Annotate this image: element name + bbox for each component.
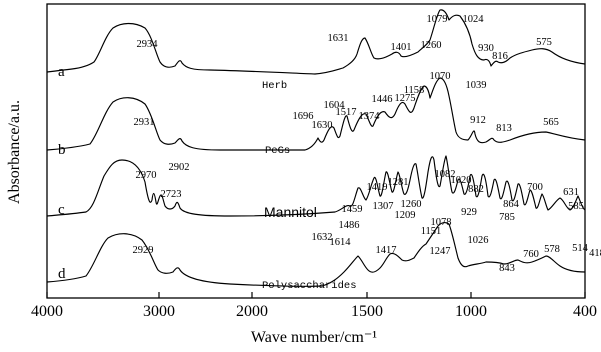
peak-label-d: 843 [499, 263, 515, 274]
peak-label-c: 1459 [342, 204, 363, 215]
peak-label-b: 912 [470, 115, 486, 126]
peak-label-c: 2970 [136, 170, 157, 181]
peak-label-b: 1604 [324, 100, 346, 111]
x-tick-label: 1500 [351, 303, 383, 320]
spectrum-line-a [46, 9, 586, 75]
peak-label-b: 1374 [359, 111, 381, 122]
peak-label-c: 785 [499, 212, 515, 223]
peak-label-c: 1281 [388, 177, 409, 188]
peak-label-c: 1632 [312, 232, 333, 243]
x-axis-title: Wave number/cm⁻¹ [251, 329, 377, 346]
peak-label-b: 1070 [430, 71, 451, 82]
trace-name-c: Mannitol [264, 204, 317, 220]
peak-label-a: 816 [492, 51, 508, 62]
trace-name-b: PeGs [265, 145, 290, 157]
peak-label-c: 514 [572, 243, 589, 254]
peak-label-a: 930 [478, 43, 494, 54]
y-axis-title: Absorbance/a.u. [6, 100, 23, 204]
peak-label-a: 1401 [391, 42, 412, 53]
peak-label-a: 1024 [463, 14, 485, 25]
peak-label-c: 1307 [373, 201, 394, 212]
peak-label-d: 760 [523, 249, 539, 260]
peak-label-a: 575 [536, 37, 552, 48]
peak-label-c: 2723 [161, 189, 182, 200]
trace-letter-b: b [58, 142, 66, 158]
peak-label-c: 700 [527, 182, 543, 193]
x-axis: 4000 3000 2000 1500 1000 400 [31, 292, 597, 320]
peak-label-d: 2929 [133, 245, 154, 256]
plot-frame [46, 3, 586, 299]
peak-label-d: 1078 [431, 217, 452, 228]
peak-label-c: 1082 [435, 169, 456, 180]
peak-label-b: 1630 [312, 120, 333, 131]
peak-label-d: 1151 [421, 226, 442, 237]
peak-label-b: 1039 [466, 80, 487, 91]
peak-label-b: 1517 [336, 107, 357, 118]
peak-label-a: 2934 [137, 39, 159, 50]
peak-label-c: 1209 [395, 210, 416, 221]
x-tick-label: 3000 [143, 303, 175, 320]
peak-label-c: 864 [503, 199, 520, 210]
peak-label-b: 1696 [293, 111, 314, 122]
peak-label-d: 578 [544, 244, 560, 255]
trace-letter-d: d [58, 266, 66, 282]
spectrum-line-b [46, 77, 586, 151]
trace-labels: a Herb b PeGs c Mannitol d Polysaccharides [58, 64, 357, 292]
x-tick-label: 2000 [236, 303, 268, 320]
peak-label-c: 929 [461, 207, 477, 218]
peak-label-c: 1419 [367, 182, 388, 193]
peak-label-c: 1486 [339, 220, 360, 231]
peak-label-b: 1158 [404, 85, 425, 96]
peak-label-c: 1020 [451, 175, 472, 186]
trace-letter-a: a [58, 64, 65, 80]
spectrum-line-d [46, 222, 586, 287]
peak-label-d: 1026 [468, 235, 489, 246]
peak-label-a: 1631 [328, 33, 349, 44]
peak-label-d: 1417 [376, 245, 397, 256]
peak-label-c: 2902 [169, 162, 190, 173]
peak-label-d: 1247 [430, 246, 451, 257]
x-tick-label: 1000 [455, 303, 487, 320]
peak-label-c: 1260 [401, 199, 422, 210]
peak-label-d: 1614 [330, 237, 352, 248]
x-tick-label: 4000 [31, 303, 63, 320]
peak-label-c: 631 [563, 187, 579, 198]
peak-label-c: 882 [468, 184, 484, 195]
peak-label-b: 813 [496, 123, 512, 134]
peak-label-c: 418 [589, 248, 601, 259]
x-tick-label: 400 [573, 303, 597, 320]
peak-label-a: 1079 [427, 14, 448, 25]
peak-label-c: 585 [568, 201, 584, 212]
trace-letter-c: c [58, 202, 65, 218]
spectrum-line-c [46, 155, 586, 217]
trace-name-d: Polysaccharides [262, 280, 357, 292]
peak-label-b: 565 [543, 117, 559, 128]
peak-label-b: 2931 [134, 117, 155, 128]
peak-label-a: 1260 [421, 40, 442, 51]
trace-name-a: Herb [262, 80, 287, 92]
peak-label-b: 1446 [372, 94, 393, 105]
peak-label-b: 1275 [395, 93, 416, 104]
